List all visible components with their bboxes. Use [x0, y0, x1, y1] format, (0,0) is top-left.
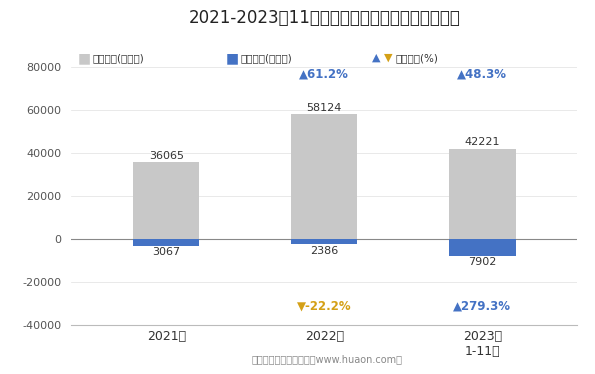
Text: ▲279.3%: ▲279.3% — [453, 300, 511, 313]
Text: 58124: 58124 — [306, 103, 342, 113]
Text: 同比增速(%): 同比增速(%) — [396, 53, 439, 63]
Bar — [291, 114, 358, 239]
Bar — [133, 239, 199, 246]
Text: 2386: 2386 — [310, 246, 339, 255]
Bar — [291, 239, 358, 245]
Text: ▲61.2%: ▲61.2% — [299, 67, 349, 80]
Text: ▲48.3%: ▲48.3% — [458, 67, 508, 80]
Text: ■: ■ — [77, 51, 90, 65]
Bar — [449, 239, 515, 256]
Text: 出口总额(万美元): 出口总额(万美元) — [92, 53, 144, 63]
Bar — [133, 162, 199, 239]
Text: 进口总额(万美元): 进口总额(万美元) — [241, 53, 293, 63]
Text: 3067: 3067 — [152, 247, 180, 257]
Text: 42221: 42221 — [465, 138, 500, 147]
Text: ■: ■ — [226, 51, 239, 65]
Text: ▲: ▲ — [372, 53, 380, 63]
Text: 制图：华经产业研究院（www.huaon.com）: 制图：华经产业研究院（www.huaon.com） — [252, 355, 403, 365]
Title: 2021-2023年11月青岛即墨综合保税区进、出口额: 2021-2023年11月青岛即墨综合保税区进、出口额 — [189, 9, 460, 27]
Text: 36065: 36065 — [149, 151, 184, 161]
Text: 7902: 7902 — [468, 257, 496, 267]
Bar — [449, 148, 515, 239]
Text: ▼-22.2%: ▼-22.2% — [297, 300, 352, 313]
Text: ▼: ▼ — [384, 53, 392, 63]
